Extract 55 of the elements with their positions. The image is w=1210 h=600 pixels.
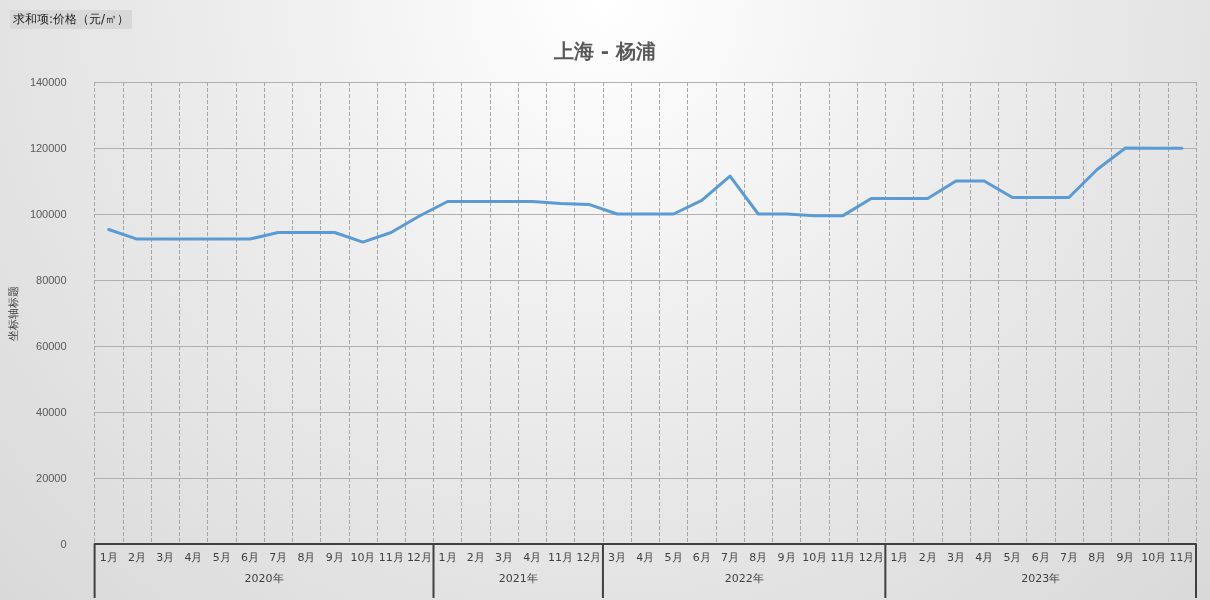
x-tick-label: 3月 bbox=[608, 551, 627, 564]
x-tick-label: 6月 bbox=[240, 551, 259, 564]
x-tick-label: 1月 bbox=[890, 551, 909, 564]
x-tick-label: 11月 bbox=[548, 551, 574, 564]
x-tick-label: 5月 bbox=[212, 551, 231, 564]
x-tick-label: 4月 bbox=[636, 551, 655, 564]
y-tick-label: 80000 bbox=[36, 274, 67, 286]
x-tick-label: 2月 bbox=[918, 551, 937, 564]
x-tick-label: 1月 bbox=[99, 551, 118, 564]
x-tick-label: 3月 bbox=[156, 551, 175, 564]
x-tick-label: 9月 bbox=[325, 551, 344, 564]
x-tick-label: 12月 bbox=[406, 551, 432, 564]
y-axis-title: 坐标轴标题 bbox=[7, 285, 20, 341]
x-tick-label: 8月 bbox=[297, 551, 316, 564]
x-tick-label: 1月 bbox=[438, 551, 457, 564]
chart-title: 上海 - 杨浦 bbox=[552, 39, 657, 63]
x-tick-label: 8月 bbox=[1088, 551, 1107, 564]
x-tick-label: 5月 bbox=[664, 551, 683, 564]
x-tick-label: 3月 bbox=[495, 551, 514, 564]
y-tick-label: 140000 bbox=[29, 76, 67, 88]
y-tick-label: 60000 bbox=[36, 340, 67, 352]
text: 2020年 bbox=[244, 571, 284, 585]
x-tick-label: 11月 bbox=[1169, 551, 1195, 564]
x-tick-label: 2月 bbox=[127, 551, 146, 564]
y-tick-label: 40000 bbox=[36, 406, 67, 418]
x-tick-label: 11月 bbox=[830, 551, 856, 564]
y-tick-label: 100000 bbox=[29, 208, 67, 220]
x-tick-label: 6月 bbox=[1031, 551, 1050, 564]
text: 求和项:价格（元/㎡） bbox=[10, 10, 133, 29]
y-tick-label: 0 bbox=[60, 538, 67, 550]
text: 2022年 bbox=[724, 571, 764, 585]
x-tick-label: 10月 bbox=[350, 551, 376, 564]
x-tick-label: 10月 bbox=[1141, 551, 1167, 564]
y-tick-label: 120000 bbox=[29, 142, 67, 154]
x-tick-label: 7月 bbox=[1059, 551, 1078, 564]
x-tick-label: 12月 bbox=[858, 551, 884, 564]
x-tick-label: 4月 bbox=[523, 551, 542, 564]
x-tick-label: 6月 bbox=[692, 551, 711, 564]
x-tick-label: 10月 bbox=[802, 551, 828, 564]
y-tick-label: 20000 bbox=[36, 472, 67, 484]
x-tick-label: 7月 bbox=[721, 551, 740, 564]
text: 2023年 bbox=[1021, 571, 1061, 585]
x-tick-label: 5月 bbox=[1003, 551, 1022, 564]
x-tick-label: 2月 bbox=[466, 551, 485, 564]
text: 2021年 bbox=[498, 571, 538, 585]
x-tick-label: 4月 bbox=[975, 551, 994, 564]
x-tick-label: 11月 bbox=[378, 551, 404, 564]
x-tick-label: 9月 bbox=[1116, 551, 1135, 564]
x-tick-label: 9月 bbox=[777, 551, 796, 564]
line-series bbox=[107, 146, 1184, 244]
x-tick-label: 12月 bbox=[576, 551, 602, 564]
x-tick-label: 4月 bbox=[184, 551, 203, 564]
x-tick-label: 7月 bbox=[269, 551, 288, 564]
x-tick-label: 3月 bbox=[946, 551, 965, 564]
x-tick-label: 8月 bbox=[749, 551, 768, 564]
